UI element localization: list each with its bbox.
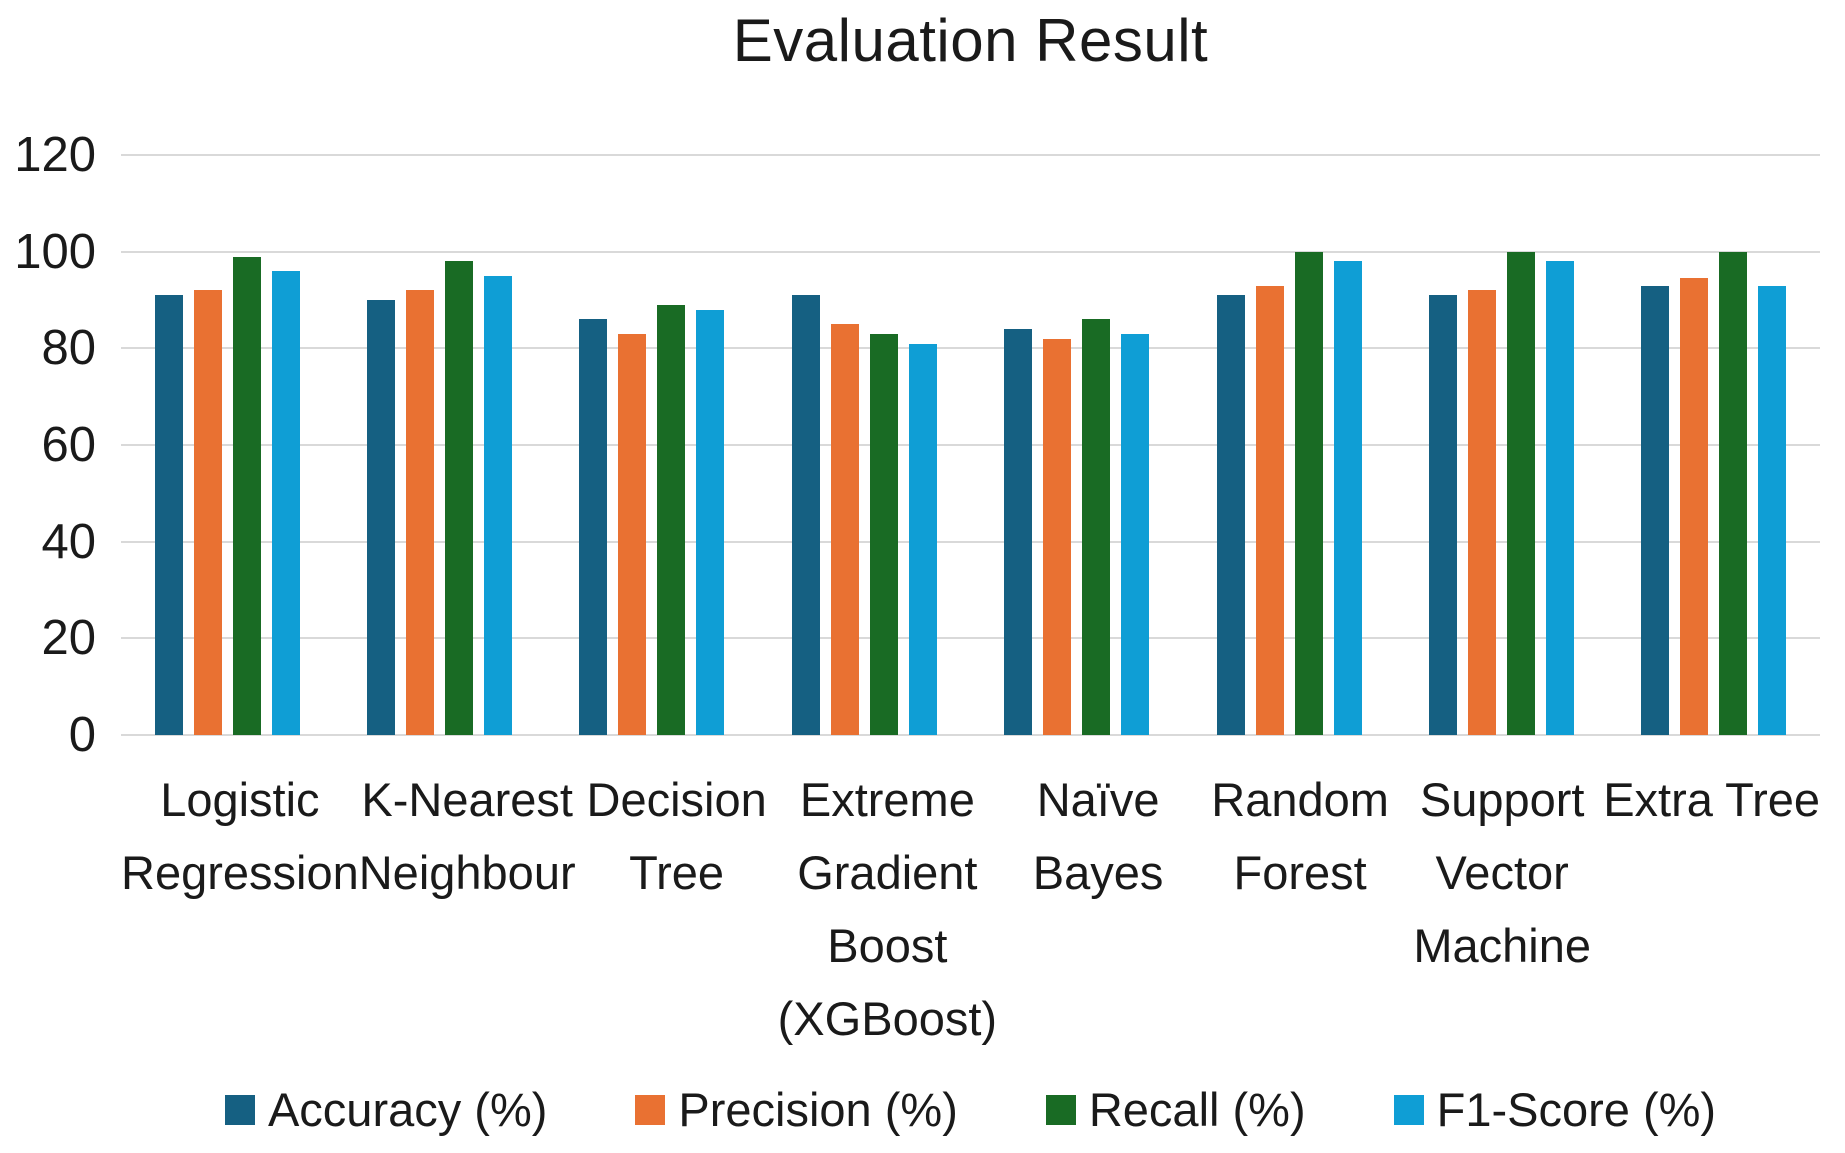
x-axis-label: Random Forest [1211,773,1389,899]
legend-item: Recall (%) [1045,1082,1306,1137]
y-axis-tick-label: 20 [41,611,96,666]
y-axis-tick-label: 120 [14,128,96,182]
bar [908,343,937,735]
gridline-20 [121,637,1820,640]
x-axis-label: Logistic Regression [121,773,359,899]
legend-swatch [224,1094,255,1125]
bar [232,256,261,735]
bar [869,333,898,735]
legend-item: Accuracy (%) [224,1082,548,1137]
bar [830,324,859,735]
bar [406,290,435,735]
x-axis-label: K-Nearest Neighbour [358,773,576,899]
x-axis-label: Support Vector Machine [1413,773,1591,972]
bar [484,275,513,735]
bar [1506,251,1535,735]
legend-swatch [1393,1094,1424,1125]
plot-area [121,154,1820,736]
bar [1333,261,1362,735]
bar-group [121,155,333,735]
chart-title: Evaluation Result [732,7,1209,74]
bar [657,304,686,735]
bar-group [1183,155,1395,735]
legend-label: Recall (%) [1088,1083,1306,1136]
bar [1082,319,1111,735]
bar-group [1395,155,1607,735]
bar [1216,295,1245,735]
x-axis-labels: Logistic Regression K-Nearest Neighbour Deci… [121,763,1820,1055]
x-axis-label: Naïve Bayes [1032,773,1164,899]
bar-groups [121,155,1820,735]
bar [696,309,725,735]
bar [271,271,300,735]
bar [1255,285,1284,735]
bar [367,300,396,735]
legend-item: F1-Score (%) [1393,1082,1717,1137]
legend-swatch [1045,1094,1076,1125]
legend-item: Precision (%) [635,1082,958,1137]
bar [1467,290,1496,735]
legend: Accuracy (%) Precision (%) Recall (%) F1-Sc… [121,1082,1820,1137]
x-axis-label: Extra Tree [1603,773,1821,826]
bar-group [1608,155,1820,735]
bar [1121,333,1150,735]
x-axis-label: Extreme Gradient Boost (XGBoost) [777,773,998,1045]
y-axis-tick-label: 40 [41,514,96,569]
legend-label: Precision (%) [678,1083,958,1136]
y-axis-tick-label: 80 [41,321,96,376]
x-axis-label: Decision Tree [586,773,767,899]
gridline-80 [121,347,1820,350]
bar [1545,261,1574,735]
y-axis-tick-label: 0 [68,708,96,762]
gridline-60 [121,444,1820,446]
gridline-40 [121,540,1820,543]
bar [791,295,820,735]
bar-group [758,155,970,735]
bar [1641,285,1670,735]
legend-swatch [635,1094,666,1125]
bar-group [971,155,1183,735]
legend-label: F1-Score (%) [1436,1083,1717,1136]
bar [193,290,222,735]
bar [1294,251,1323,735]
gridline-120 [121,154,1820,156]
bar [1004,329,1033,735]
bar [618,333,647,735]
y-axis-tick-label: 100 [14,224,96,279]
bar [579,319,608,735]
bar [1719,251,1748,735]
bar [1043,338,1072,735]
bar [154,295,183,735]
bar [1428,295,1457,735]
gridline-100 [121,250,1820,253]
bar [1680,278,1709,735]
bar-group [546,155,758,735]
bar [1758,285,1787,735]
y-axis-tick-label: 60 [41,418,96,472]
legend-label: Accuracy (%) [267,1083,548,1136]
gridline-0 [121,734,1820,736]
bar-group [333,155,545,735]
bar [445,261,474,735]
